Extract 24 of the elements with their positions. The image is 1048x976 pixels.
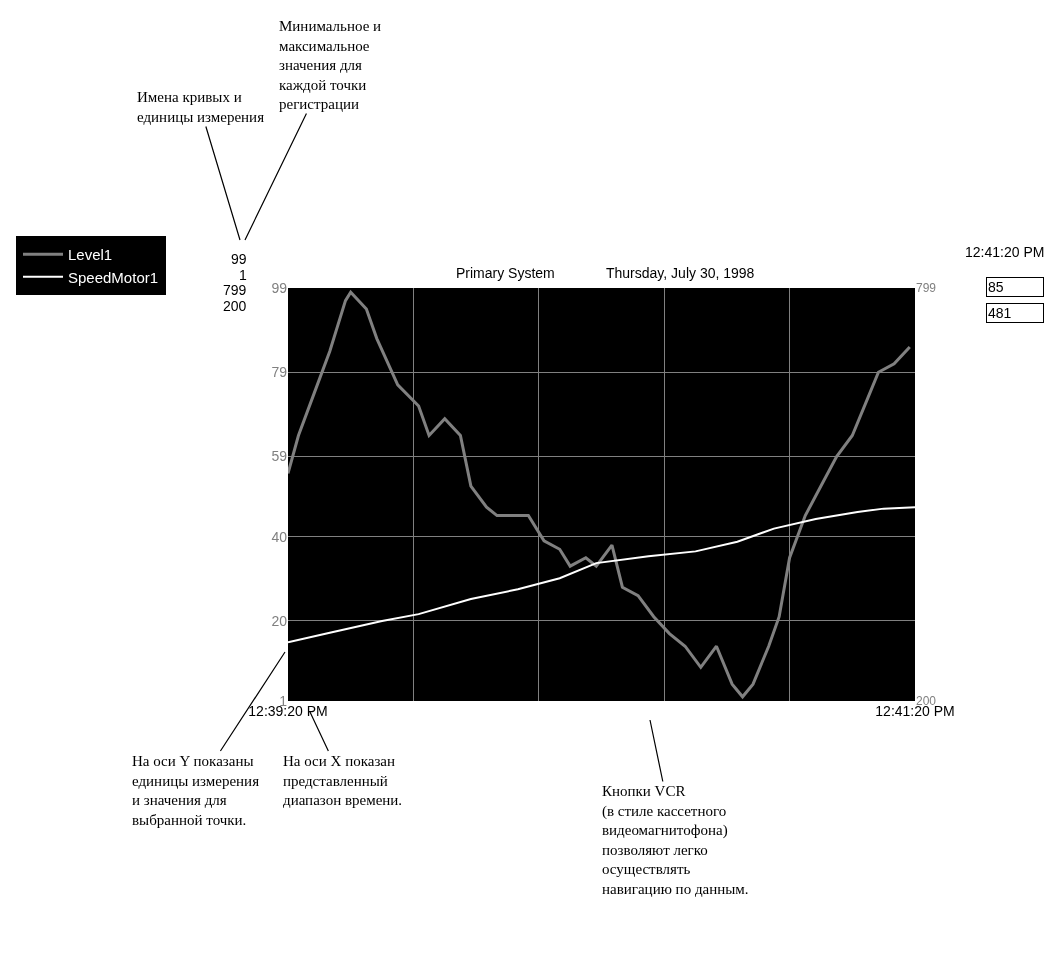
text: 99 — [231, 251, 247, 267]
text: 12:41:20 PM — [965, 244, 1045, 260]
line-series — [288, 290, 912, 699]
text: 481 — [988, 305, 1012, 321]
chart-subtitle: Thursday, July 30, 1998 — [606, 265, 755, 281]
text: 85 — [988, 279, 1004, 295]
text: Кнопки VCR (в стиле кассетного видеомагнитофона) позволяют легко осуществлять навигацию по данным. — [602, 783, 749, 897]
line-series — [288, 506, 915, 644]
text: На оси X показан представленный диапазон времени. — [283, 753, 403, 808]
y-tick-label: 59 — [271, 448, 288, 465]
text: Минимальное и максимальное значения для каждой точки регистрации — [279, 18, 382, 112]
chart-title: Primary System — [456, 265, 555, 281]
y-tick-label: 99 — [271, 279, 288, 296]
y-tick-label: 40 — [271, 528, 288, 545]
text: Имена кривых и единицы измерения — [137, 89, 265, 125]
y2-tick-label: 799 — [916, 281, 937, 296]
y-tick-label: 79 — [271, 364, 288, 381]
legend-label: Level1 — [68, 246, 113, 264]
y-tick-label: 20 — [271, 612, 288, 629]
text: 1 — [239, 267, 247, 283]
legend-label: SpeedMotor1 — [68, 268, 159, 286]
text: 799 — [223, 282, 247, 298]
text: 200 — [223, 298, 247, 314]
text: На оси Y показаны единицы измерения и значения для выбранной точки. — [132, 753, 260, 828]
